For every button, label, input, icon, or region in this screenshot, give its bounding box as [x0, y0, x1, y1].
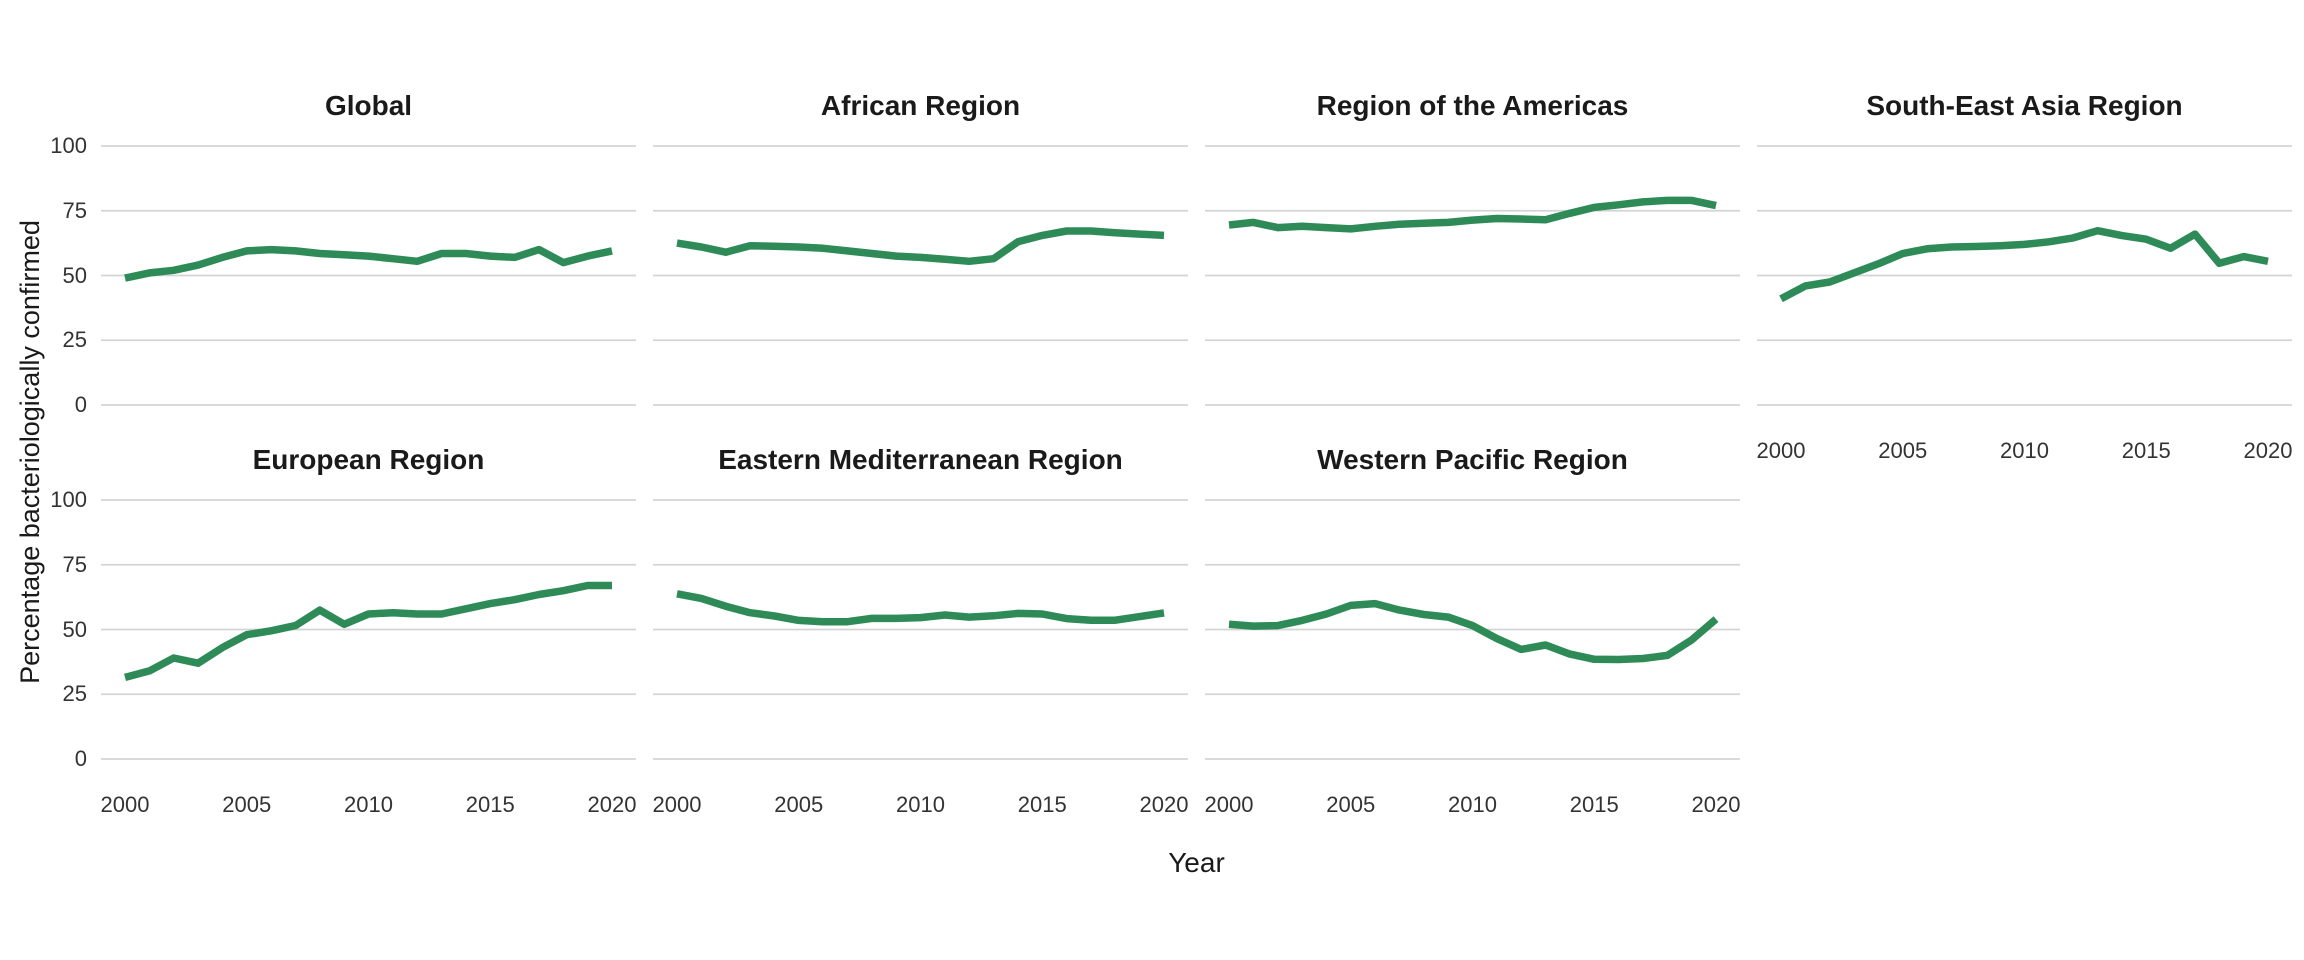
x-tick-label: 2005	[1878, 438, 1928, 463]
facet-title-region-of-the-americas: Region of the Americas	[1316, 90, 1629, 121]
x-tick-label: 2010	[344, 792, 393, 817]
line-chart-african-region	[653, 145, 1188, 406]
x-tick-label: 2020	[1691, 792, 1741, 817]
x-tick-label: 2005	[1326, 792, 1376, 817]
trend-line	[676, 227, 1165, 266]
x-tick-label: 2020	[2243, 438, 2293, 463]
x-tick-label: 2010	[1448, 792, 1497, 817]
x-tick-label: 2020	[587, 792, 637, 817]
facet-title-african-region: African Region	[820, 90, 1021, 121]
y-tick-label: 75	[62, 197, 87, 223]
trend-line	[676, 590, 1165, 626]
x-tick-label: 2020	[1139, 792, 1189, 817]
trend-line	[124, 581, 612, 682]
gridlines	[653, 145, 1188, 406]
x-tick-label: 2000	[652, 792, 702, 817]
line-chart-south-east-asia-region	[1757, 145, 2292, 406]
x-tick-label: 2010	[2000, 438, 2049, 463]
facet-panel-global: Global 100 75 50 25 0	[50, 90, 636, 418]
facet-title-global: Global	[324, 90, 413, 121]
y-tick-label: 25	[62, 681, 87, 707]
line-chart-european-region	[101, 499, 636, 760]
y-tick-label: 75	[62, 551, 87, 577]
facet-panel-eastern-mediterranean-region: Eastern Mediterranean Region 2000 2005 201…	[653, 444, 1189, 817]
y-tick-label: 0	[74, 746, 87, 771]
facet-panel-south-east-asia-region: South-East Asia Region 2000 2005 2010 2015 2…	[1757, 90, 2293, 463]
facet-panel-western-pacific-region: Western Pacific Region 2000 2005 2010 2015 2…	[1205, 444, 1741, 817]
gridlines	[1205, 145, 1740, 406]
x-tick-label: 2015	[2121, 438, 2171, 463]
facet-title-western-pacific-region: Western Pacific Region	[1317, 444, 1628, 475]
trend-line	[1228, 196, 1717, 233]
gridlines	[1757, 145, 2292, 406]
line-chart-western-pacific-region	[1205, 499, 1740, 760]
x-tick-label: 2015	[1017, 792, 1067, 817]
y-tick-label: 0	[74, 392, 87, 417]
facet-panel-region-of-the-americas: Region of the Americas	[1205, 90, 1740, 418]
facet-title-european-region: European Region	[252, 444, 485, 475]
y-tick-label: 50	[62, 616, 87, 642]
y-tick-label: 100	[50, 487, 87, 512]
facet-title-eastern-mediterranean-region: Eastern Mediterranean Region	[718, 444, 1123, 475]
trend-line	[1228, 599, 1719, 664]
x-tick-label: 2000	[100, 792, 150, 817]
x-tick-label: 2015	[465, 792, 515, 817]
line-chart-eastern-mediterranean-region	[653, 499, 1188, 760]
gridlines	[101, 145, 636, 406]
gridlines	[1205, 499, 1740, 760]
x-axis-title: Year	[1168, 847, 1225, 878]
facet-title-south-east-asia-region: South-East Asia Region	[1866, 90, 2183, 121]
facet-panel-african-region: African Region	[653, 90, 1188, 418]
x-tick-label: 2005	[222, 792, 272, 817]
x-tick-label: 2000	[1756, 438, 1806, 463]
gridlines	[653, 499, 1188, 760]
x-tick-label: 2015	[1569, 792, 1619, 817]
trend-line	[124, 245, 613, 282]
x-tick-label: 2000	[1204, 792, 1254, 817]
y-tick-label: 25	[62, 327, 87, 353]
line-chart-region-of-the-americas	[1205, 145, 1740, 406]
gridlines	[101, 499, 636, 760]
x-tick-label: 2010	[896, 792, 945, 817]
y-tick-label: 100	[50, 133, 87, 158]
facet-panel-european-region: European Region 100 75 50 25 0 2000 2005 2010 2…	[50, 444, 636, 817]
trend-line	[1779, 226, 2269, 303]
line-chart-global	[101, 145, 636, 406]
y-tick-label: 50	[62, 262, 87, 288]
x-tick-label: 2005	[774, 792, 824, 817]
